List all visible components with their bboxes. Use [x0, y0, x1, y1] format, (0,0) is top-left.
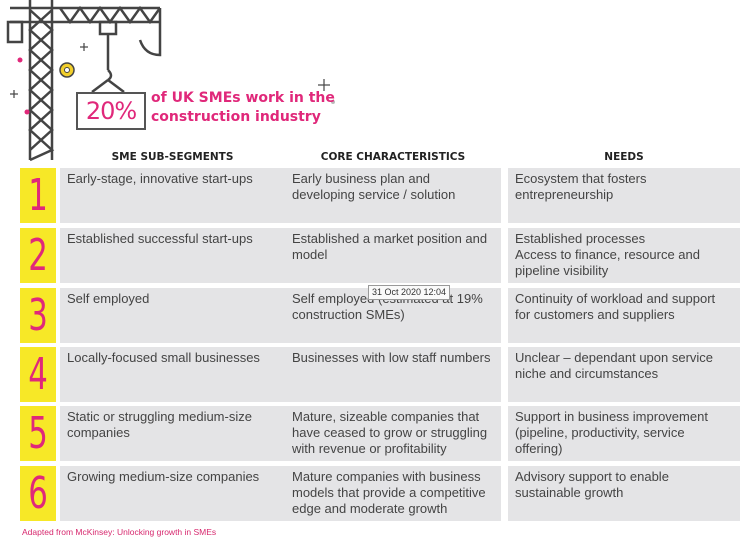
needs-cell: Continuity of workload and support for c…	[508, 288, 740, 343]
timestamp-tooltip: 31 Oct 2020 12:04	[368, 285, 451, 300]
table-row: 4 Locally-focused small businesses Busines…	[20, 347, 740, 402]
table-row: 1 Early-stage, innovative start-ups Early …	[20, 168, 740, 223]
table-row: 5 Static or struggling medium-size compan…	[20, 406, 740, 461]
row-number: 3	[20, 288, 56, 343]
characteristics-cell: Established a market position and model	[285, 228, 501, 283]
sparkle-icon	[10, 43, 88, 98]
column-header-segments: SME SUB-SEGMENTS	[111, 151, 234, 163]
segment-cell: Early-stage, innovative start-ups	[60, 168, 301, 223]
segment-cell: Growing medium-size companies	[60, 466, 301, 521]
table-row: 2 Established successful start-ups Establi…	[20, 228, 740, 283]
headline-text: of UK SMEs work in the construction indu…	[151, 90, 335, 125]
column-header-characteristics: CORE CHARACTERISTICS	[320, 151, 466, 163]
segment-cell: Static or struggling medium-size compani…	[60, 406, 301, 461]
row-number: 1	[20, 168, 56, 223]
row-number: 5	[20, 406, 56, 461]
row-number: 6	[20, 466, 56, 521]
sparkle-icon	[331, 100, 335, 104]
characteristics-cell: Businesses with low staff numbers	[285, 347, 501, 402]
table-row: 6 Growing medium-size companies Mature com…	[20, 466, 740, 521]
needs-cell: Ecosystem that fosters entrepreneurship	[508, 168, 740, 223]
row-number: 2	[20, 228, 56, 283]
needs-cell: Support in business improvement (pipelin…	[508, 406, 740, 461]
sparkle-icon	[318, 79, 330, 91]
needs-cell: Advisory support to enable sustainable g…	[508, 466, 740, 521]
stat-badge: 20%	[76, 92, 146, 130]
gear-icon	[59, 62, 75, 78]
characteristics-cell: Early business plan and developing servi…	[285, 168, 501, 223]
column-header-needs: NEEDS	[604, 151, 644, 163]
needs-cell: Established processes Access to finance, …	[508, 228, 740, 283]
crane-icon	[6, 0, 162, 162]
segment-cell: Established successful start-ups	[60, 228, 301, 283]
source-footnote: Adapted from McKinsey: Unlocking growth …	[22, 527, 217, 537]
segment-cell: Locally-focused small businesses	[60, 347, 301, 402]
segment-cell: Self employed	[60, 288, 301, 343]
characteristics-cell: Mature, sizeable companies that have cea…	[285, 406, 501, 461]
needs-cell: Unclear – dependant upon service niche a…	[508, 347, 740, 402]
characteristics-cell: Mature companies with business models th…	[285, 466, 501, 521]
row-number: 4	[20, 347, 56, 402]
